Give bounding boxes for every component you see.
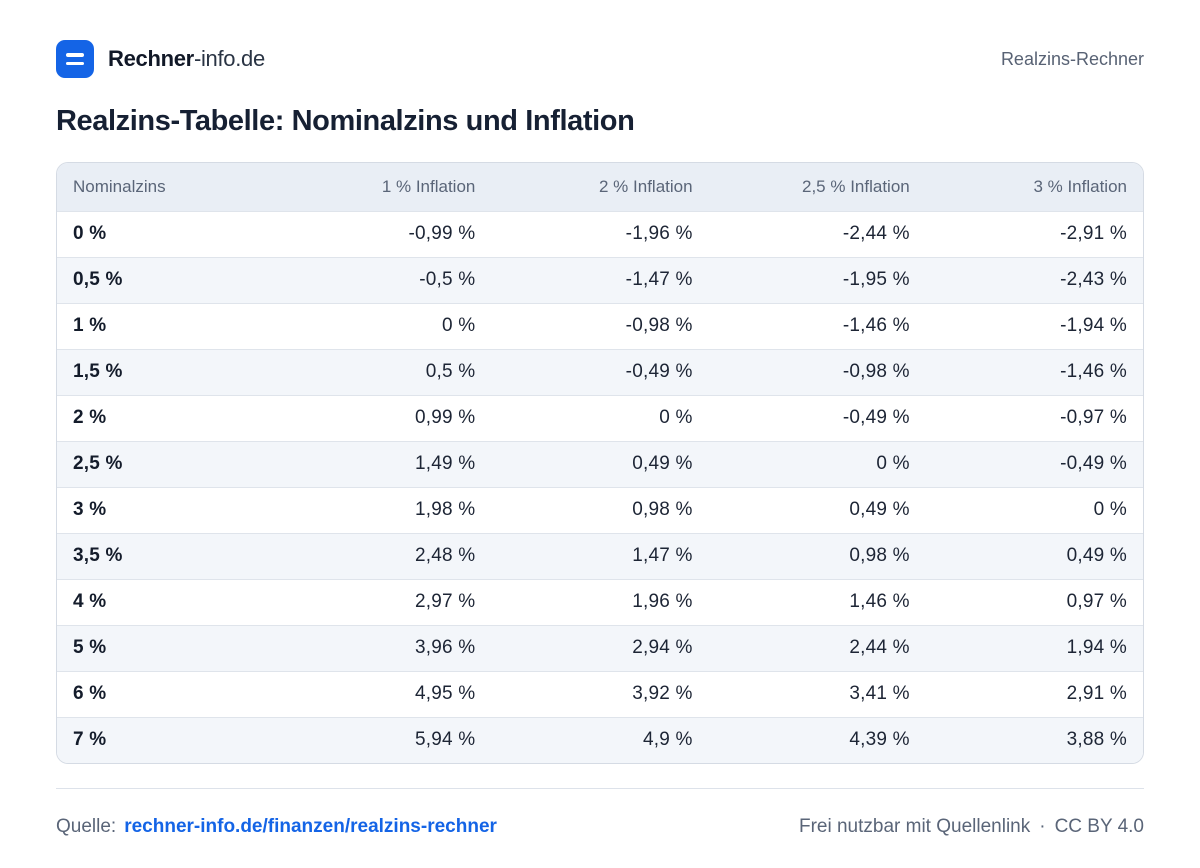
nominal-rate-cell: 7 % xyxy=(73,729,107,751)
real-rate-cell: 2,97 % xyxy=(415,591,476,612)
brand[interactable]: Rechner-info.de xyxy=(56,40,265,78)
real-rate-cell: 0,98 % xyxy=(849,545,910,566)
page-title: Realzins-Tabelle: Nominalzins und Inflat… xyxy=(56,105,635,137)
real-rate-cell: -0,49 % xyxy=(625,361,693,382)
real-rate-cell: 3,41 % xyxy=(849,683,910,704)
table-row: 0,5 % -0,5 % -1,47 % -1,95 % -2,43 % xyxy=(57,257,1143,303)
page-footer: Quelle: rechner-info.de/finanzen/realzins… xyxy=(56,814,1144,840)
real-rate-cell: 5,94 % xyxy=(415,729,476,751)
real-rate-cell: 1,96 % xyxy=(632,591,693,612)
real-rate-cell: 3,96 % xyxy=(415,637,476,658)
real-rate-cell: -0,49 % xyxy=(1060,453,1127,474)
real-rate-cell: -1,47 % xyxy=(625,269,693,290)
table-row: 3 % 1,98 % 0,98 % 0,49 % 0 % xyxy=(57,487,1143,533)
page-header: Rechner-info.de Realzins-Rechner xyxy=(56,40,1144,78)
table-row: 3,5 % 2,48 % 1,47 % 0,98 % 0,49 % xyxy=(57,533,1143,579)
source-link[interactable]: rechner-info.de/finanzen/realzins-rechne… xyxy=(124,816,497,837)
real-rate-cell: -2,91 % xyxy=(1060,223,1127,244)
source-info: Quelle: rechner-info.de/finanzen/realzins… xyxy=(56,816,497,838)
realzins-table: Nominalzins 1 % Inflation 2 % Inflation 2,5… xyxy=(57,163,1143,763)
real-rate-cell: 1,94 % xyxy=(1066,637,1127,658)
nominal-rate-cell: 6 % xyxy=(73,683,107,704)
real-rate-cell: 0,49 % xyxy=(849,499,910,520)
real-rate-cell: 0,5 % xyxy=(425,361,476,382)
table-row: 6 % 4,95 % 3,92 % 3,41 % 2,91 % xyxy=(57,671,1143,717)
nominal-rate-cell: 3,5 % xyxy=(73,545,123,566)
real-rate-cell: 0,99 % xyxy=(415,407,476,428)
real-rate-cell: 1,98 % xyxy=(415,499,476,520)
real-rate-cell: -1,46 % xyxy=(1060,361,1127,382)
table-row: 2 % 0,99 % 0 % -0,49 % -0,97 % xyxy=(57,395,1143,441)
real-rate-cell: 4,9 % xyxy=(642,729,693,751)
real-rate-cell: -0,98 % xyxy=(625,315,693,336)
nominal-rate-cell: 5 % xyxy=(73,637,107,658)
page-name: Realzins-Rechner xyxy=(1000,48,1144,69)
nominal-rate-cell: 3 % xyxy=(73,499,107,520)
column-header: 2 % Inflation xyxy=(599,176,693,196)
license-info: Frei nutzbar mit Quellenlink · CC BY 4.0 xyxy=(799,816,1144,838)
nominal-rate-cell: 1,5 % xyxy=(73,361,123,382)
real-rate-cell: 2,48 % xyxy=(415,545,476,566)
real-rate-cell: 0 % xyxy=(876,453,910,474)
real-rate-cell: 0,49 % xyxy=(632,453,693,474)
table-body: 0 % -0,99 % -1,96 % -2,44 % -2,91 % 0,5 % -0,5… xyxy=(57,211,1143,763)
real-rate-cell: -0,97 % xyxy=(1060,407,1127,428)
brand-name-light: -info.de xyxy=(193,46,265,71)
real-rate-cell: -0,5 % xyxy=(419,269,476,290)
real-rate-cell: 2,44 % xyxy=(849,637,910,658)
separator-dot: · xyxy=(1039,816,1046,837)
real-rate-cell: 2,94 % xyxy=(632,637,693,658)
real-rate-cell: -1,46 % xyxy=(842,315,910,336)
brand-name: Rechner-info.de xyxy=(108,46,265,72)
license-badge: CC BY 4.0 xyxy=(1054,816,1144,837)
footer-divider xyxy=(56,788,1144,789)
real-rate-cell: 0,98 % xyxy=(632,499,693,520)
column-header: Nominalzins xyxy=(73,176,166,196)
source-label: Quelle: xyxy=(56,816,117,837)
table-row: 1 % 0 % -0,98 % -1,46 % -1,94 % xyxy=(57,303,1143,349)
real-rate-cell: -0,49 % xyxy=(842,407,910,428)
real-rate-cell: 3,92 % xyxy=(632,683,693,704)
real-rate-cell: 0 % xyxy=(442,315,476,336)
real-rate-cell: 0,97 % xyxy=(1066,591,1127,612)
real-rate-cell: 4,39 % xyxy=(849,729,910,751)
table-row: 2,5 % 1,49 % 0,49 % 0 % -0,49 % xyxy=(57,441,1143,487)
real-rate-cell: -2,43 % xyxy=(1060,269,1127,290)
real-rate-cell: -0,99 % xyxy=(408,223,476,244)
real-rate-cell: 0 % xyxy=(1093,499,1127,520)
real-rate-cell: 1,46 % xyxy=(849,591,910,612)
nominal-rate-cell: 0 % xyxy=(73,223,107,244)
real-rate-cell: 4,95 % xyxy=(415,683,476,704)
license-text: Frei nutzbar mit Quellenlink xyxy=(798,816,1031,837)
real-rate-cell: -1,94 % xyxy=(1060,315,1127,336)
real-rate-cell: -1,95 % xyxy=(842,269,910,290)
real-rate-cell: 0,49 % xyxy=(1066,545,1127,566)
brand-name-bold: Rechner xyxy=(108,46,194,71)
real-rate-cell: 2,91 % xyxy=(1066,683,1127,704)
real-rate-cell: -0,98 % xyxy=(842,361,910,382)
realzins-table-container: Nominalzins 1 % Inflation 2 % Inflation 2,5… xyxy=(56,162,1144,764)
nominal-rate-cell: 1 % xyxy=(73,315,107,336)
table-row: 5 % 3,96 % 2,94 % 2,44 % 1,94 % xyxy=(57,625,1143,671)
nominal-rate-cell: 4 % xyxy=(73,591,107,612)
real-rate-cell: 1,47 % xyxy=(632,545,693,566)
real-rate-cell: -1,96 % xyxy=(625,223,693,244)
logo-icon xyxy=(56,40,94,78)
nominal-rate-cell: 0,5 % xyxy=(73,269,123,290)
real-rate-cell: 1,49 % xyxy=(415,453,476,474)
table-header-row: Nominalzins 1 % Inflation 2 % Inflation 2,5… xyxy=(57,163,1143,211)
real-rate-cell: 3,88 % xyxy=(1066,729,1127,751)
table-row: 0 % -0,99 % -1,96 % -2,44 % -2,91 % xyxy=(57,211,1143,257)
table-row: 7 % 5,94 % 4,9 % 4,39 % 3,88 % xyxy=(57,717,1143,763)
column-header: 3 % Inflation xyxy=(1033,176,1127,196)
column-header: 2,5 % Inflation xyxy=(802,176,910,196)
table-row: 4 % 2,97 % 1,96 % 1,46 % 0,97 % xyxy=(57,579,1143,625)
real-rate-cell: 0 % xyxy=(659,407,693,428)
table-row: 1,5 % 0,5 % -0,49 % -0,98 % -1,46 % xyxy=(57,349,1143,395)
column-header: 1 % Inflation xyxy=(381,176,476,196)
nominal-rate-cell: 2,5 % xyxy=(73,453,123,474)
nominal-rate-cell: 2 % xyxy=(73,407,107,428)
real-rate-cell: -2,44 % xyxy=(842,223,910,244)
